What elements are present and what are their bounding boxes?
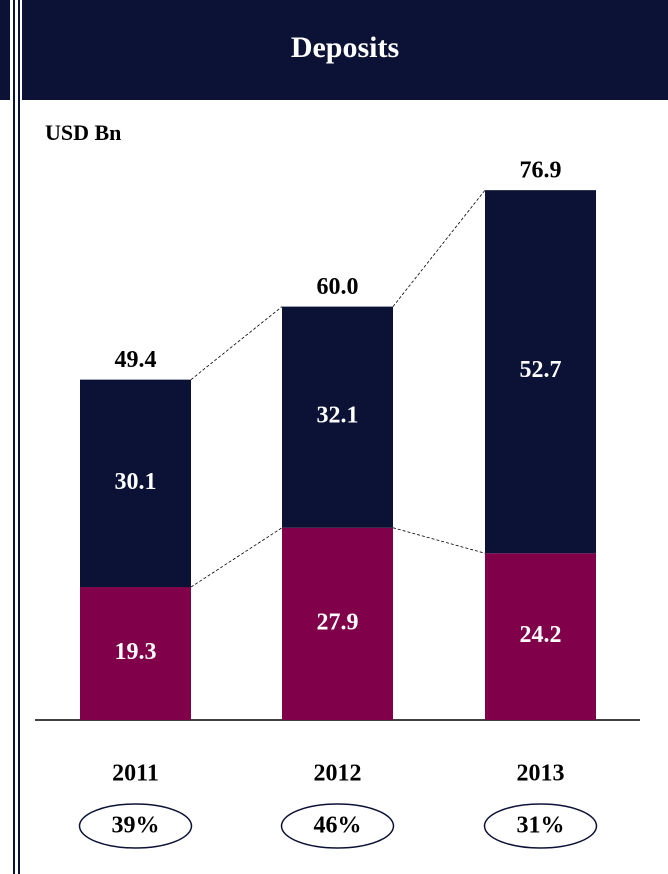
data-label: 30.1: [115, 469, 157, 495]
x-tick-label: 2012: [314, 761, 362, 787]
header-edge: [0, 0, 10, 100]
bar-segment: [282, 306, 393, 528]
share-ellipse: [78, 803, 193, 849]
data-label: 24.2: [520, 622, 562, 648]
header-bar: [22, 0, 668, 100]
data-label: 32.1: [317, 403, 359, 429]
bar-segment: [485, 190, 596, 554]
chart-title: Deposits: [291, 31, 399, 64]
connector: [190, 527, 283, 588]
unit-label: USD Bn: [45, 120, 121, 145]
connector: [392, 189, 486, 307]
bar-segment: [80, 379, 191, 588]
data-label: 19.3: [115, 639, 157, 665]
bar-segment: [80, 587, 191, 720]
connector: [392, 527, 486, 554]
bar-segment: [485, 553, 596, 720]
data-label: 52.7: [520, 357, 562, 383]
share-label: 39%: [112, 813, 160, 839]
total-label: 76.9: [520, 158, 562, 184]
share-label: 46%: [314, 813, 362, 839]
share-ellipse: [483, 803, 598, 849]
x-tick-label: 2011: [112, 761, 159, 787]
share-label: 31%: [517, 813, 565, 839]
connector: [190, 306, 283, 380]
bar-segment: [282, 527, 393, 720]
x-tick-label: 2013: [517, 761, 565, 787]
total-label: 49.4: [115, 347, 157, 373]
total-label: 60.0: [317, 274, 359, 300]
data-label: 27.9: [317, 609, 359, 635]
share-ellipse: [280, 803, 395, 849]
